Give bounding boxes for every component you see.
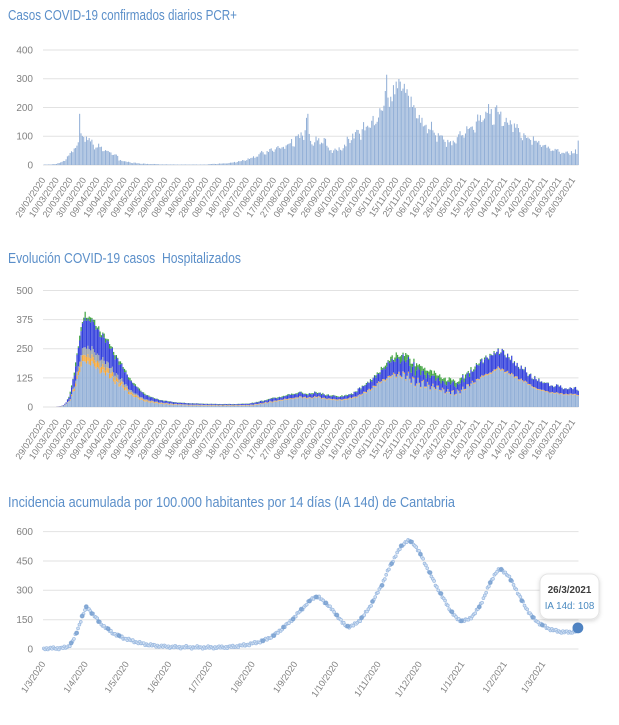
svg-text:300: 300 <box>16 586 33 597</box>
svg-text:26/3/2021: 26/3/2021 <box>548 585 592 596</box>
svg-text:250: 250 <box>16 344 33 355</box>
svg-text:450: 450 <box>16 556 33 567</box>
svg-text:600: 600 <box>16 527 33 538</box>
svg-text:375: 375 <box>16 315 33 326</box>
svg-text:400: 400 <box>16 45 33 56</box>
svg-text:150: 150 <box>16 615 33 626</box>
svg-text:0: 0 <box>27 402 33 413</box>
svg-text:Casos COVID-19 confirmados dia: Casos COVID-19 confirmados diarios PCR+ <box>8 7 237 24</box>
svg-text:0: 0 <box>27 644 33 655</box>
svg-text:125: 125 <box>16 373 33 384</box>
svg-text:500: 500 <box>16 286 33 297</box>
svg-text:0: 0 <box>27 160 33 171</box>
svg-text:200: 200 <box>16 103 33 114</box>
svg-text:300: 300 <box>16 74 33 85</box>
svg-text:Incidencia acumulada por 100.0: Incidencia acumulada por 100.000 habitan… <box>8 494 456 511</box>
svg-text:Evolución COVID-19 casos Hosp: Evolución COVID-19 casos Hospitalizados <box>8 250 241 267</box>
svg-text:IA 14d: 108: IA 14d: 108 <box>545 601 595 612</box>
svg-text:100: 100 <box>16 132 33 143</box>
